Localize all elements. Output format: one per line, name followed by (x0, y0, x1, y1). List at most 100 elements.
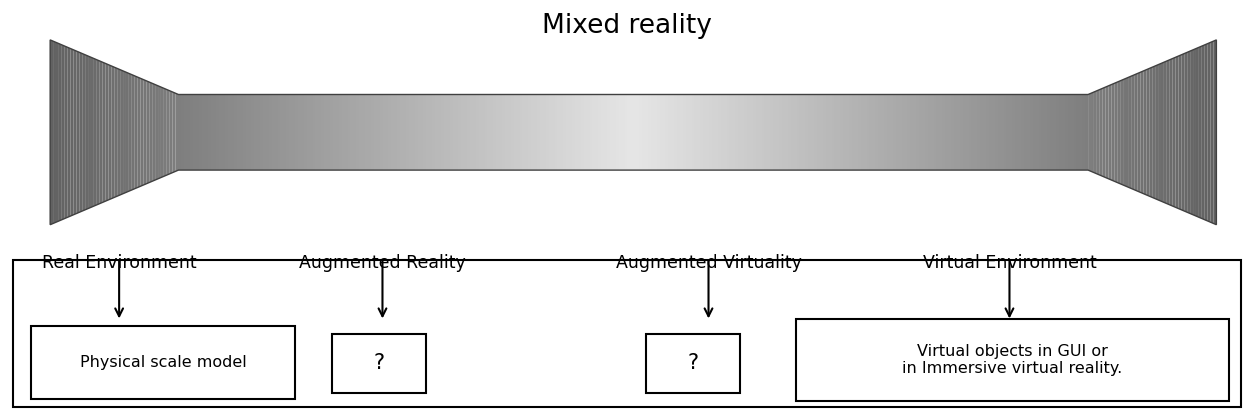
Polygon shape (563, 94, 567, 170)
Polygon shape (662, 94, 666, 170)
Polygon shape (715, 94, 717, 170)
Polygon shape (532, 94, 534, 170)
Polygon shape (193, 94, 196, 170)
Polygon shape (902, 94, 904, 170)
Polygon shape (1159, 63, 1161, 201)
Polygon shape (1115, 82, 1117, 183)
Polygon shape (1067, 94, 1071, 170)
Text: Real Environment: Real Environment (41, 254, 197, 272)
Polygon shape (140, 79, 143, 186)
Polygon shape (540, 94, 543, 170)
Polygon shape (1179, 55, 1181, 210)
Polygon shape (601, 94, 604, 170)
Polygon shape (226, 94, 228, 170)
Polygon shape (794, 94, 796, 170)
Polygon shape (178, 94, 182, 170)
Polygon shape (640, 94, 642, 170)
Polygon shape (1058, 94, 1062, 170)
Polygon shape (851, 94, 855, 170)
Polygon shape (989, 94, 992, 170)
Polygon shape (339, 94, 341, 170)
Polygon shape (726, 94, 730, 170)
Polygon shape (596, 94, 598, 170)
Polygon shape (1141, 71, 1144, 194)
Polygon shape (336, 94, 339, 170)
Polygon shape (1135, 74, 1137, 191)
Polygon shape (268, 94, 272, 170)
Polygon shape (747, 94, 750, 170)
Polygon shape (310, 94, 312, 170)
Polygon shape (266, 94, 268, 170)
Polygon shape (1047, 94, 1050, 170)
Polygon shape (152, 83, 155, 181)
Polygon shape (1082, 94, 1085, 170)
Polygon shape (983, 94, 986, 170)
Polygon shape (411, 94, 415, 170)
Polygon shape (648, 94, 651, 170)
Polygon shape (1102, 87, 1106, 178)
Polygon shape (613, 94, 616, 170)
Polygon shape (552, 94, 554, 170)
Polygon shape (583, 94, 587, 170)
Polygon shape (79, 52, 83, 212)
Polygon shape (545, 94, 549, 170)
Polygon shape (303, 94, 307, 170)
Polygon shape (1093, 91, 1097, 174)
Polygon shape (858, 94, 860, 170)
Polygon shape (298, 94, 301, 170)
Polygon shape (884, 94, 887, 170)
Polygon shape (260, 94, 263, 170)
Polygon shape (598, 94, 601, 170)
Polygon shape (517, 94, 519, 170)
Polygon shape (400, 94, 403, 170)
Polygon shape (191, 94, 193, 170)
Polygon shape (829, 94, 831, 170)
Polygon shape (992, 94, 994, 170)
Polygon shape (53, 41, 56, 223)
Polygon shape (464, 94, 466, 170)
Polygon shape (391, 94, 394, 170)
Polygon shape (587, 94, 589, 170)
Polygon shape (1150, 67, 1152, 197)
Polygon shape (939, 94, 942, 170)
Polygon shape (800, 94, 803, 170)
Polygon shape (466, 94, 470, 170)
Text: Virtual Environment: Virtual Environment (923, 254, 1096, 272)
Polygon shape (537, 94, 540, 170)
Polygon shape (558, 94, 561, 170)
Polygon shape (473, 94, 475, 170)
Polygon shape (917, 94, 919, 170)
Polygon shape (692, 94, 695, 170)
Polygon shape (1155, 65, 1159, 200)
Polygon shape (1117, 81, 1120, 184)
Polygon shape (549, 94, 552, 170)
Polygon shape (429, 94, 433, 170)
Polygon shape (398, 94, 400, 170)
Polygon shape (937, 94, 939, 170)
Polygon shape (609, 94, 613, 170)
Polygon shape (125, 72, 129, 192)
Polygon shape (263, 94, 266, 170)
Polygon shape (957, 94, 959, 170)
Polygon shape (327, 94, 330, 170)
Polygon shape (1106, 86, 1109, 179)
Polygon shape (371, 94, 374, 170)
Polygon shape (444, 94, 446, 170)
Polygon shape (946, 94, 948, 170)
Polygon shape (864, 94, 867, 170)
Polygon shape (217, 94, 219, 170)
Polygon shape (724, 94, 726, 170)
Polygon shape (350, 94, 354, 170)
Polygon shape (668, 94, 671, 170)
Polygon shape (248, 94, 251, 170)
Polygon shape (242, 94, 246, 170)
Polygon shape (508, 94, 510, 170)
Polygon shape (341, 94, 345, 170)
Polygon shape (825, 94, 829, 170)
Polygon shape (325, 94, 327, 170)
Polygon shape (624, 94, 627, 170)
Polygon shape (173, 92, 176, 173)
Polygon shape (1021, 94, 1025, 170)
Polygon shape (782, 94, 785, 170)
Polygon shape (1042, 94, 1045, 170)
